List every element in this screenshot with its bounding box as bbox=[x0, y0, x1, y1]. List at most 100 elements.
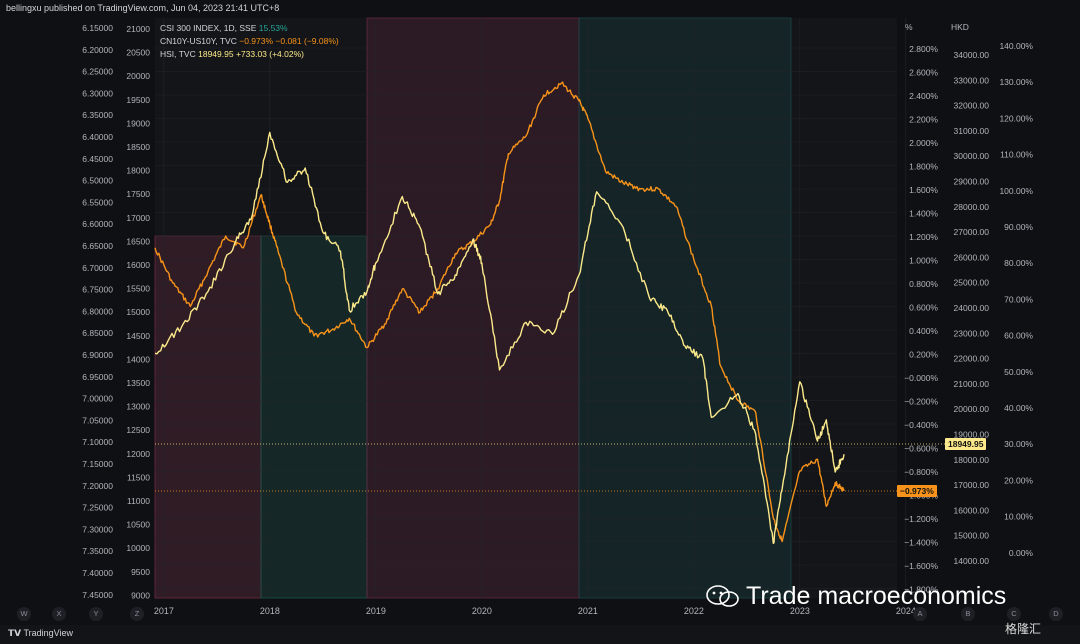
fx-tick-label: 7.05000 bbox=[82, 415, 113, 425]
hkd-unit-label: HKD bbox=[951, 22, 969, 32]
scale-button-a[interactable]: A bbox=[913, 607, 927, 621]
csi-tick-label: 20000 bbox=[126, 71, 150, 81]
spread-tick-label: 2.600% bbox=[909, 68, 938, 78]
spread-tick-label: 0.400% bbox=[909, 326, 938, 336]
scale-button-z[interactable]: Z bbox=[130, 607, 144, 621]
csi-tick-label: 10500 bbox=[126, 520, 150, 530]
hkd-tick-label: 14000.00 bbox=[954, 556, 990, 566]
csi-tick-label: 15500 bbox=[126, 284, 150, 294]
fx-tick-label: 6.20000 bbox=[82, 45, 113, 55]
series-line-spread bbox=[154, 81, 845, 543]
series-line-hsi bbox=[154, 131, 845, 544]
year-tick-label: 2021 bbox=[578, 606, 598, 616]
csi-tick-label: 13000 bbox=[126, 402, 150, 412]
fx-tick-label: 6.45000 bbox=[82, 154, 113, 164]
spread-tick-label: 2.400% bbox=[909, 91, 938, 101]
footer-bar bbox=[0, 625, 1080, 644]
year-tick-label: 2018 bbox=[260, 606, 280, 616]
csi-tick-label: 19000 bbox=[126, 118, 150, 128]
legend-spread-name: CN10Y-US10Y, TVC bbox=[160, 36, 237, 46]
csi-tick-label: 17500 bbox=[126, 189, 150, 199]
scale-button-d[interactable]: D bbox=[1049, 607, 1063, 621]
year-tick-label: 2020 bbox=[472, 606, 492, 616]
spread-tick-label: 2.200% bbox=[909, 115, 938, 125]
legend-csi[interactable]: CSI 300 INDEX, 1D, SSE 15.53% bbox=[160, 22, 339, 35]
spread-tick-label: −0.800% bbox=[904, 467, 938, 477]
csi-tick-label: 11000 bbox=[127, 496, 150, 506]
hkd-tick-label: 30000.00 bbox=[954, 151, 990, 161]
fx-tick-label: 6.70000 bbox=[82, 263, 113, 273]
csi-tick-label: 18000 bbox=[126, 166, 150, 176]
spread-tick-label: −1.200% bbox=[904, 514, 938, 524]
fx-tick-label: 7.15000 bbox=[82, 459, 113, 469]
fx-tick-label: 6.95000 bbox=[82, 372, 113, 382]
pct-tick-label: 140.00% bbox=[999, 41, 1033, 51]
scale-button-b[interactable]: B bbox=[961, 607, 975, 621]
hkd-tick-label: 27000.00 bbox=[954, 227, 990, 237]
fx-tick-label: 6.60000 bbox=[82, 219, 113, 229]
pct-tick-label: 130.00% bbox=[999, 77, 1033, 87]
hkd-tick-label: 15000.00 bbox=[954, 531, 990, 541]
pct-tick-label: 110.00% bbox=[1000, 150, 1033, 160]
fx-tick-label: 6.85000 bbox=[82, 328, 113, 338]
shade-region bbox=[366, 17, 580, 599]
csi-tick-label: 14500 bbox=[126, 331, 150, 341]
spread-tick-label: −0.200% bbox=[904, 397, 938, 407]
scale-button-x[interactable]: X bbox=[52, 607, 66, 621]
fx-tick-label: 6.30000 bbox=[82, 88, 113, 98]
csi-tick-label: 18500 bbox=[126, 142, 150, 152]
hkd-tick-label: 23000.00 bbox=[954, 328, 990, 338]
csi-tick-label: 16000 bbox=[126, 260, 150, 270]
plot-area bbox=[155, 18, 897, 598]
hkd-tick-label: 25000.00 bbox=[954, 278, 990, 288]
spread-unit-label: % bbox=[905, 22, 913, 32]
pct-tick-label: 10.00% bbox=[1004, 512, 1033, 522]
legend-hsi[interactable]: HSI, TVC 18949.95 +733.03 (+4.02%) bbox=[160, 48, 339, 61]
csi-tick-label: 19500 bbox=[126, 95, 150, 105]
scale-button-c[interactable]: C bbox=[1007, 607, 1021, 621]
spread-tick-label: 1.400% bbox=[909, 209, 938, 219]
spread-tick-label: −1.800% bbox=[904, 585, 938, 595]
shade-region bbox=[578, 17, 792, 599]
legend-csi-value: 15.53% bbox=[258, 23, 288, 33]
csi-tick-label: 9500 bbox=[131, 567, 150, 577]
tradingview-logo[interactable]: 𝗧𝗩 TradingView bbox=[8, 628, 73, 639]
legend-csi-name: CSI 300 INDEX, 1D, SSE bbox=[160, 23, 257, 33]
year-tick-label: 2019 bbox=[366, 606, 386, 616]
fx-tick-label: 7.30000 bbox=[82, 524, 113, 534]
spread-tick-label: 1.800% bbox=[909, 162, 938, 172]
csi-tick-label: 20500 bbox=[126, 48, 150, 58]
csi-tick-label: 12000 bbox=[126, 449, 150, 459]
spread-price-tag: −0.973% bbox=[897, 485, 937, 497]
hkd-tick-label: 24000.00 bbox=[954, 303, 990, 313]
hkd-tick-label: 28000.00 bbox=[954, 202, 990, 212]
scale-button-w[interactable]: W bbox=[17, 607, 31, 621]
csi-tick-label: 15000 bbox=[126, 307, 150, 317]
hkd-tick-label: 21000.00 bbox=[954, 379, 990, 389]
fx-tick-label: 7.35000 bbox=[82, 546, 113, 556]
year-tick-label: 2017 bbox=[154, 606, 174, 616]
hkd-tick-label: 32000.00 bbox=[954, 101, 990, 111]
scale-button-y[interactable]: Y bbox=[89, 607, 103, 621]
published-caption: bellingxu published on TradingView.com, … bbox=[6, 3, 280, 13]
hkd-tick-label: 20000.00 bbox=[954, 404, 990, 414]
legend-spread[interactable]: CN10Y-US10Y, TVC −0.973% −0.081 (−9.08%) bbox=[160, 35, 339, 48]
hkd-tick-label: 18000.00 bbox=[954, 455, 990, 465]
fx-tick-label: 6.90000 bbox=[82, 350, 113, 360]
hkd-tick-label: 16000.00 bbox=[954, 505, 990, 515]
year-tick-label: 2022 bbox=[684, 606, 704, 616]
csi-tick-label: 21000 bbox=[126, 24, 150, 34]
spread-tick-label: 2.800% bbox=[909, 44, 938, 54]
hkd-tick-label: 29000.00 bbox=[954, 177, 990, 187]
tv-icon: 𝗧𝗩 bbox=[8, 628, 24, 638]
legend-hsi-name: HSI, TVC bbox=[160, 49, 196, 59]
spread-tick-label: 1.200% bbox=[909, 232, 938, 242]
spread-tick-label: −0.600% bbox=[904, 444, 938, 454]
shade-region bbox=[260, 235, 368, 599]
legend-spread-value: −0.973% −0.081 (−9.08%) bbox=[239, 36, 339, 46]
spread-tick-label: −1.600% bbox=[904, 561, 938, 571]
spread-tick-label: 0.800% bbox=[909, 279, 938, 289]
glonghui-logo: 格隆汇 bbox=[1005, 622, 1042, 636]
spread-tick-label: −0.400% bbox=[904, 420, 938, 430]
